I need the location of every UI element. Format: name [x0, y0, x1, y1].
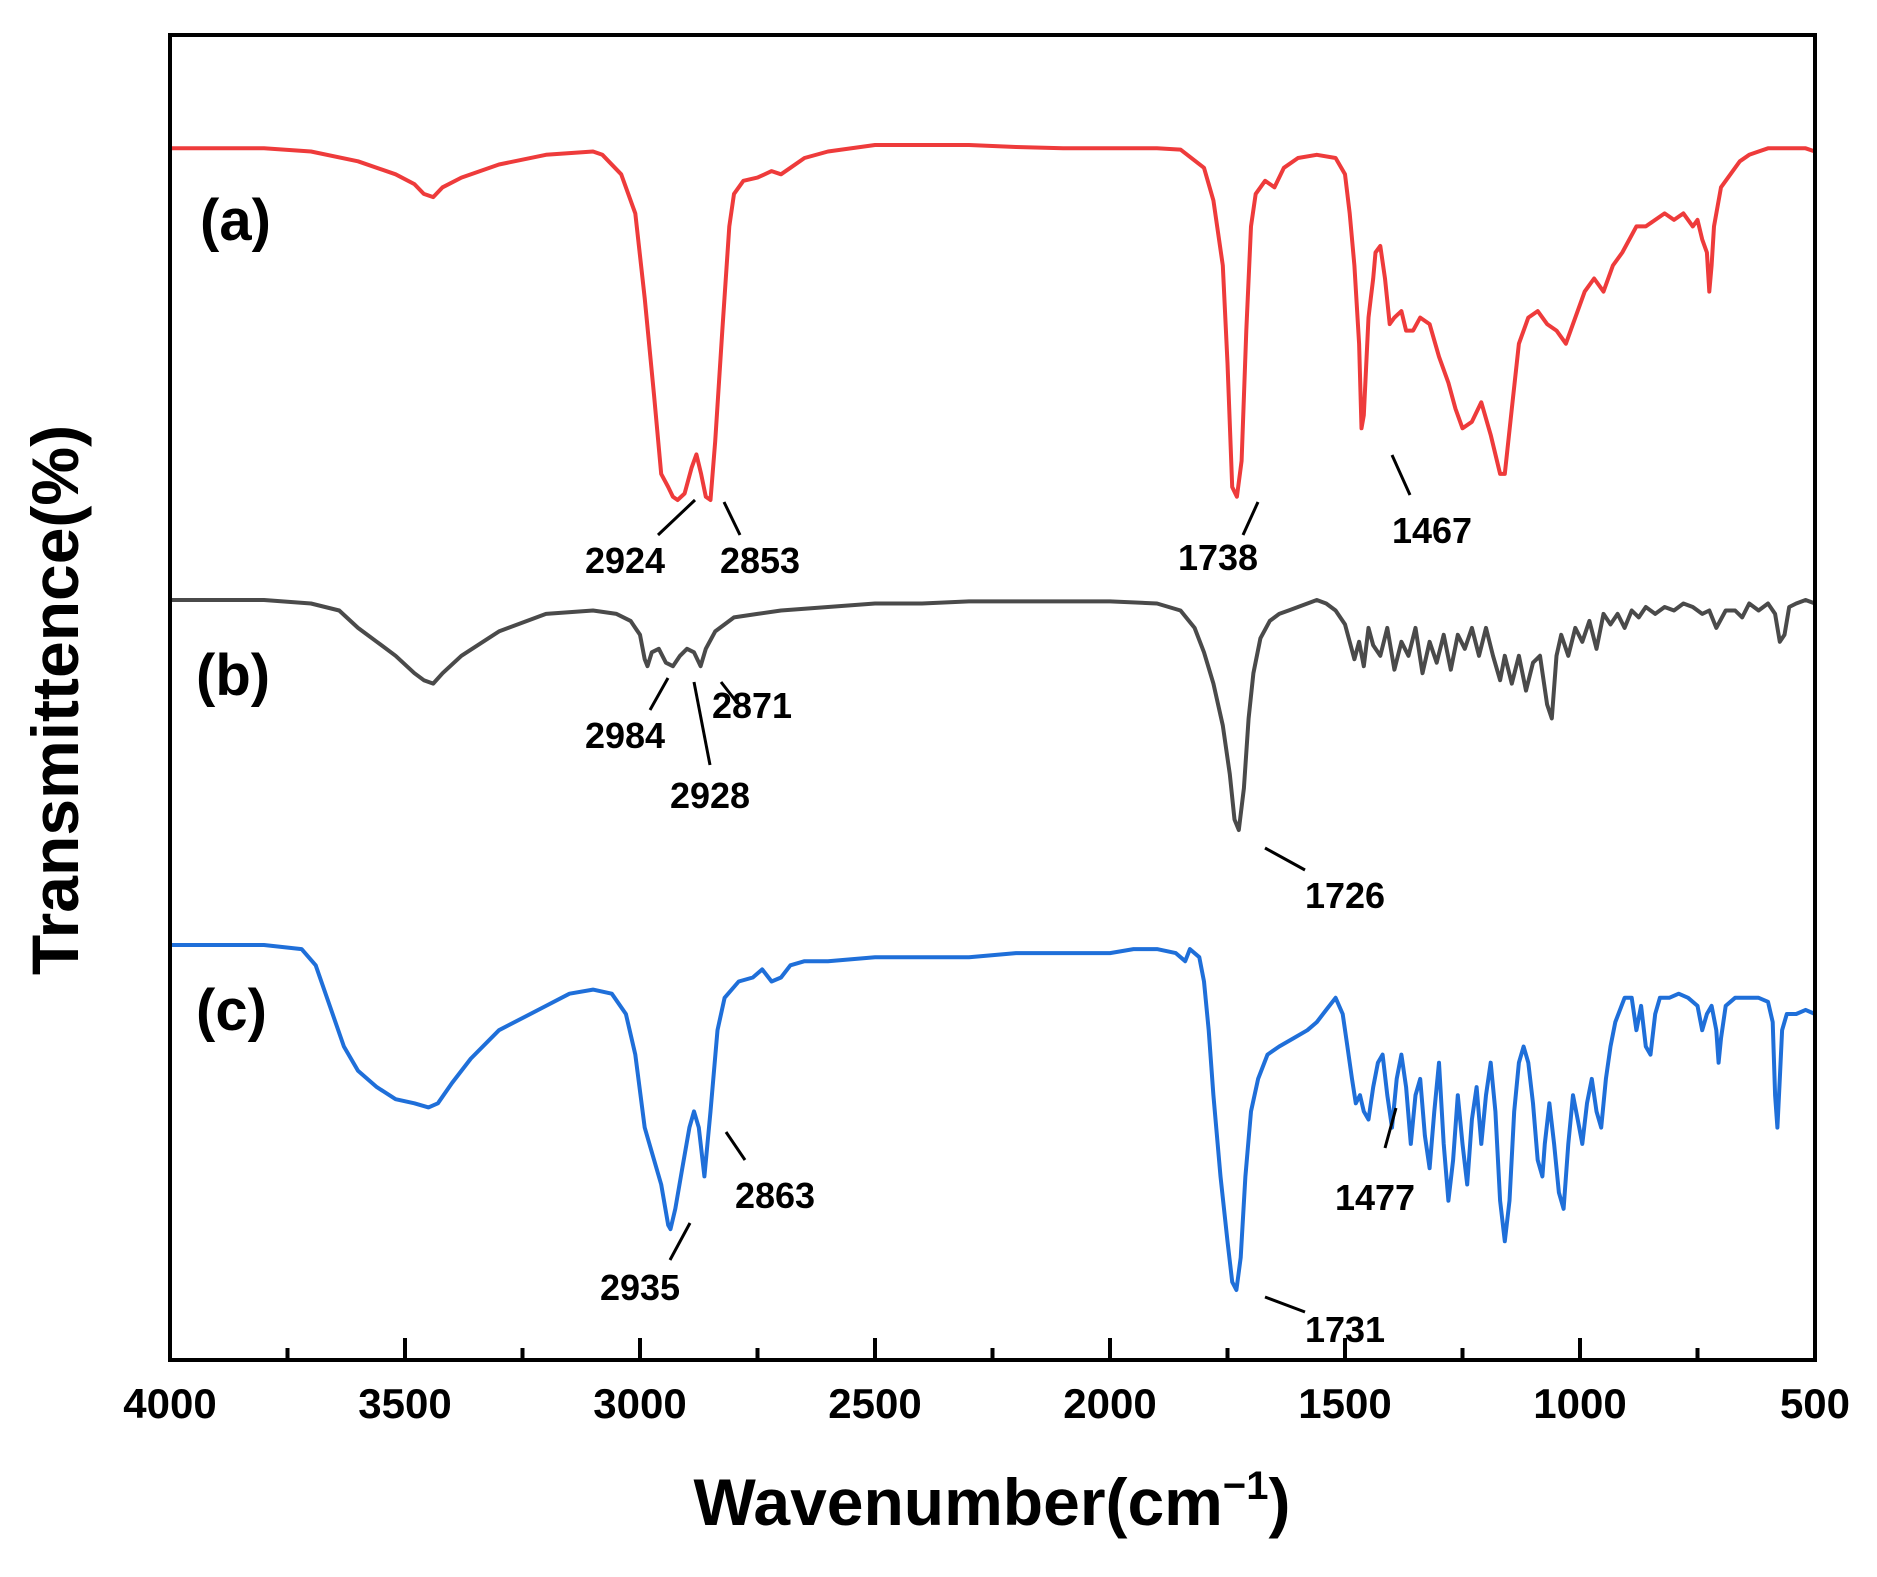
peak-leader-1467 — [1390, 454, 1412, 496]
spectrum-line-a — [170, 143, 1816, 502]
peak-leader-1726 — [1264, 846, 1306, 872]
x-axis-ticks: 4000 3500 3000 2500 2000 1500 1000 500 — [123, 1338, 1850, 1427]
peak-label-2853: 2853 — [720, 540, 800, 581]
x-tick-label: 4000 — [123, 1380, 216, 1427]
x-axis-title-superscript: −1 — [1223, 1464, 1269, 1508]
series-label-a: (a) — [200, 188, 271, 253]
x-tick-label: 2500 — [828, 1380, 921, 1427]
x-tick-label: 500 — [1780, 1380, 1850, 1427]
peak-leader-2863 — [724, 1131, 747, 1161]
x-axis-title-close: ) — [1268, 1465, 1290, 1539]
x-axis-title-main: Wavenumber(cm — [694, 1465, 1223, 1539]
peak-label-2871: 2871 — [712, 685, 792, 726]
peak-label-2863: 2863 — [735, 1175, 815, 1216]
series-label-b: (b) — [196, 643, 270, 708]
peak-label-1726: 1726 — [1305, 875, 1385, 916]
peak-leader-2984 — [648, 677, 670, 711]
series-layer: (a) (b) (c) — [170, 143, 1816, 1292]
peak-label-1738: 1738 — [1178, 537, 1258, 578]
spectrum-line-c — [170, 943, 1816, 1292]
peak-label-1467: 1467 — [1392, 510, 1472, 551]
peak-label-2935: 2935 — [600, 1267, 680, 1308]
x-tick-label: 3000 — [593, 1380, 686, 1427]
peak-label-2924: 2924 — [585, 540, 665, 581]
peak-label-1477: 1477 — [1335, 1177, 1415, 1218]
peak-leader-2924 — [656, 498, 697, 537]
peak-leader-1731 — [1264, 1295, 1306, 1314]
peak-leader-2928 — [692, 681, 712, 766]
peak-leader-1477 — [1383, 1107, 1398, 1149]
series-label-c: (c) — [196, 978, 267, 1043]
x-tick-label: 3500 — [358, 1380, 451, 1427]
peak-leader-2871 — [719, 681, 737, 701]
x-tick-label: 1500 — [1298, 1380, 1391, 1427]
spectrum-line-b — [170, 598, 1816, 832]
peak-leader-1738 — [1241, 501, 1260, 536]
peak-label-2928: 2928 — [670, 775, 750, 816]
peak-leader-2935 — [668, 1222, 692, 1261]
x-tick-label: 2000 — [1063, 1380, 1156, 1427]
x-axis-title: Wavenumber(cm−1) — [694, 1464, 1291, 1539]
peak-label-2984: 2984 — [585, 715, 665, 756]
y-axis-title: Transmittence(%) — [18, 425, 92, 975]
peak-leader-2853 — [722, 501, 742, 536]
x-tick-label: 1000 — [1533, 1380, 1626, 1427]
